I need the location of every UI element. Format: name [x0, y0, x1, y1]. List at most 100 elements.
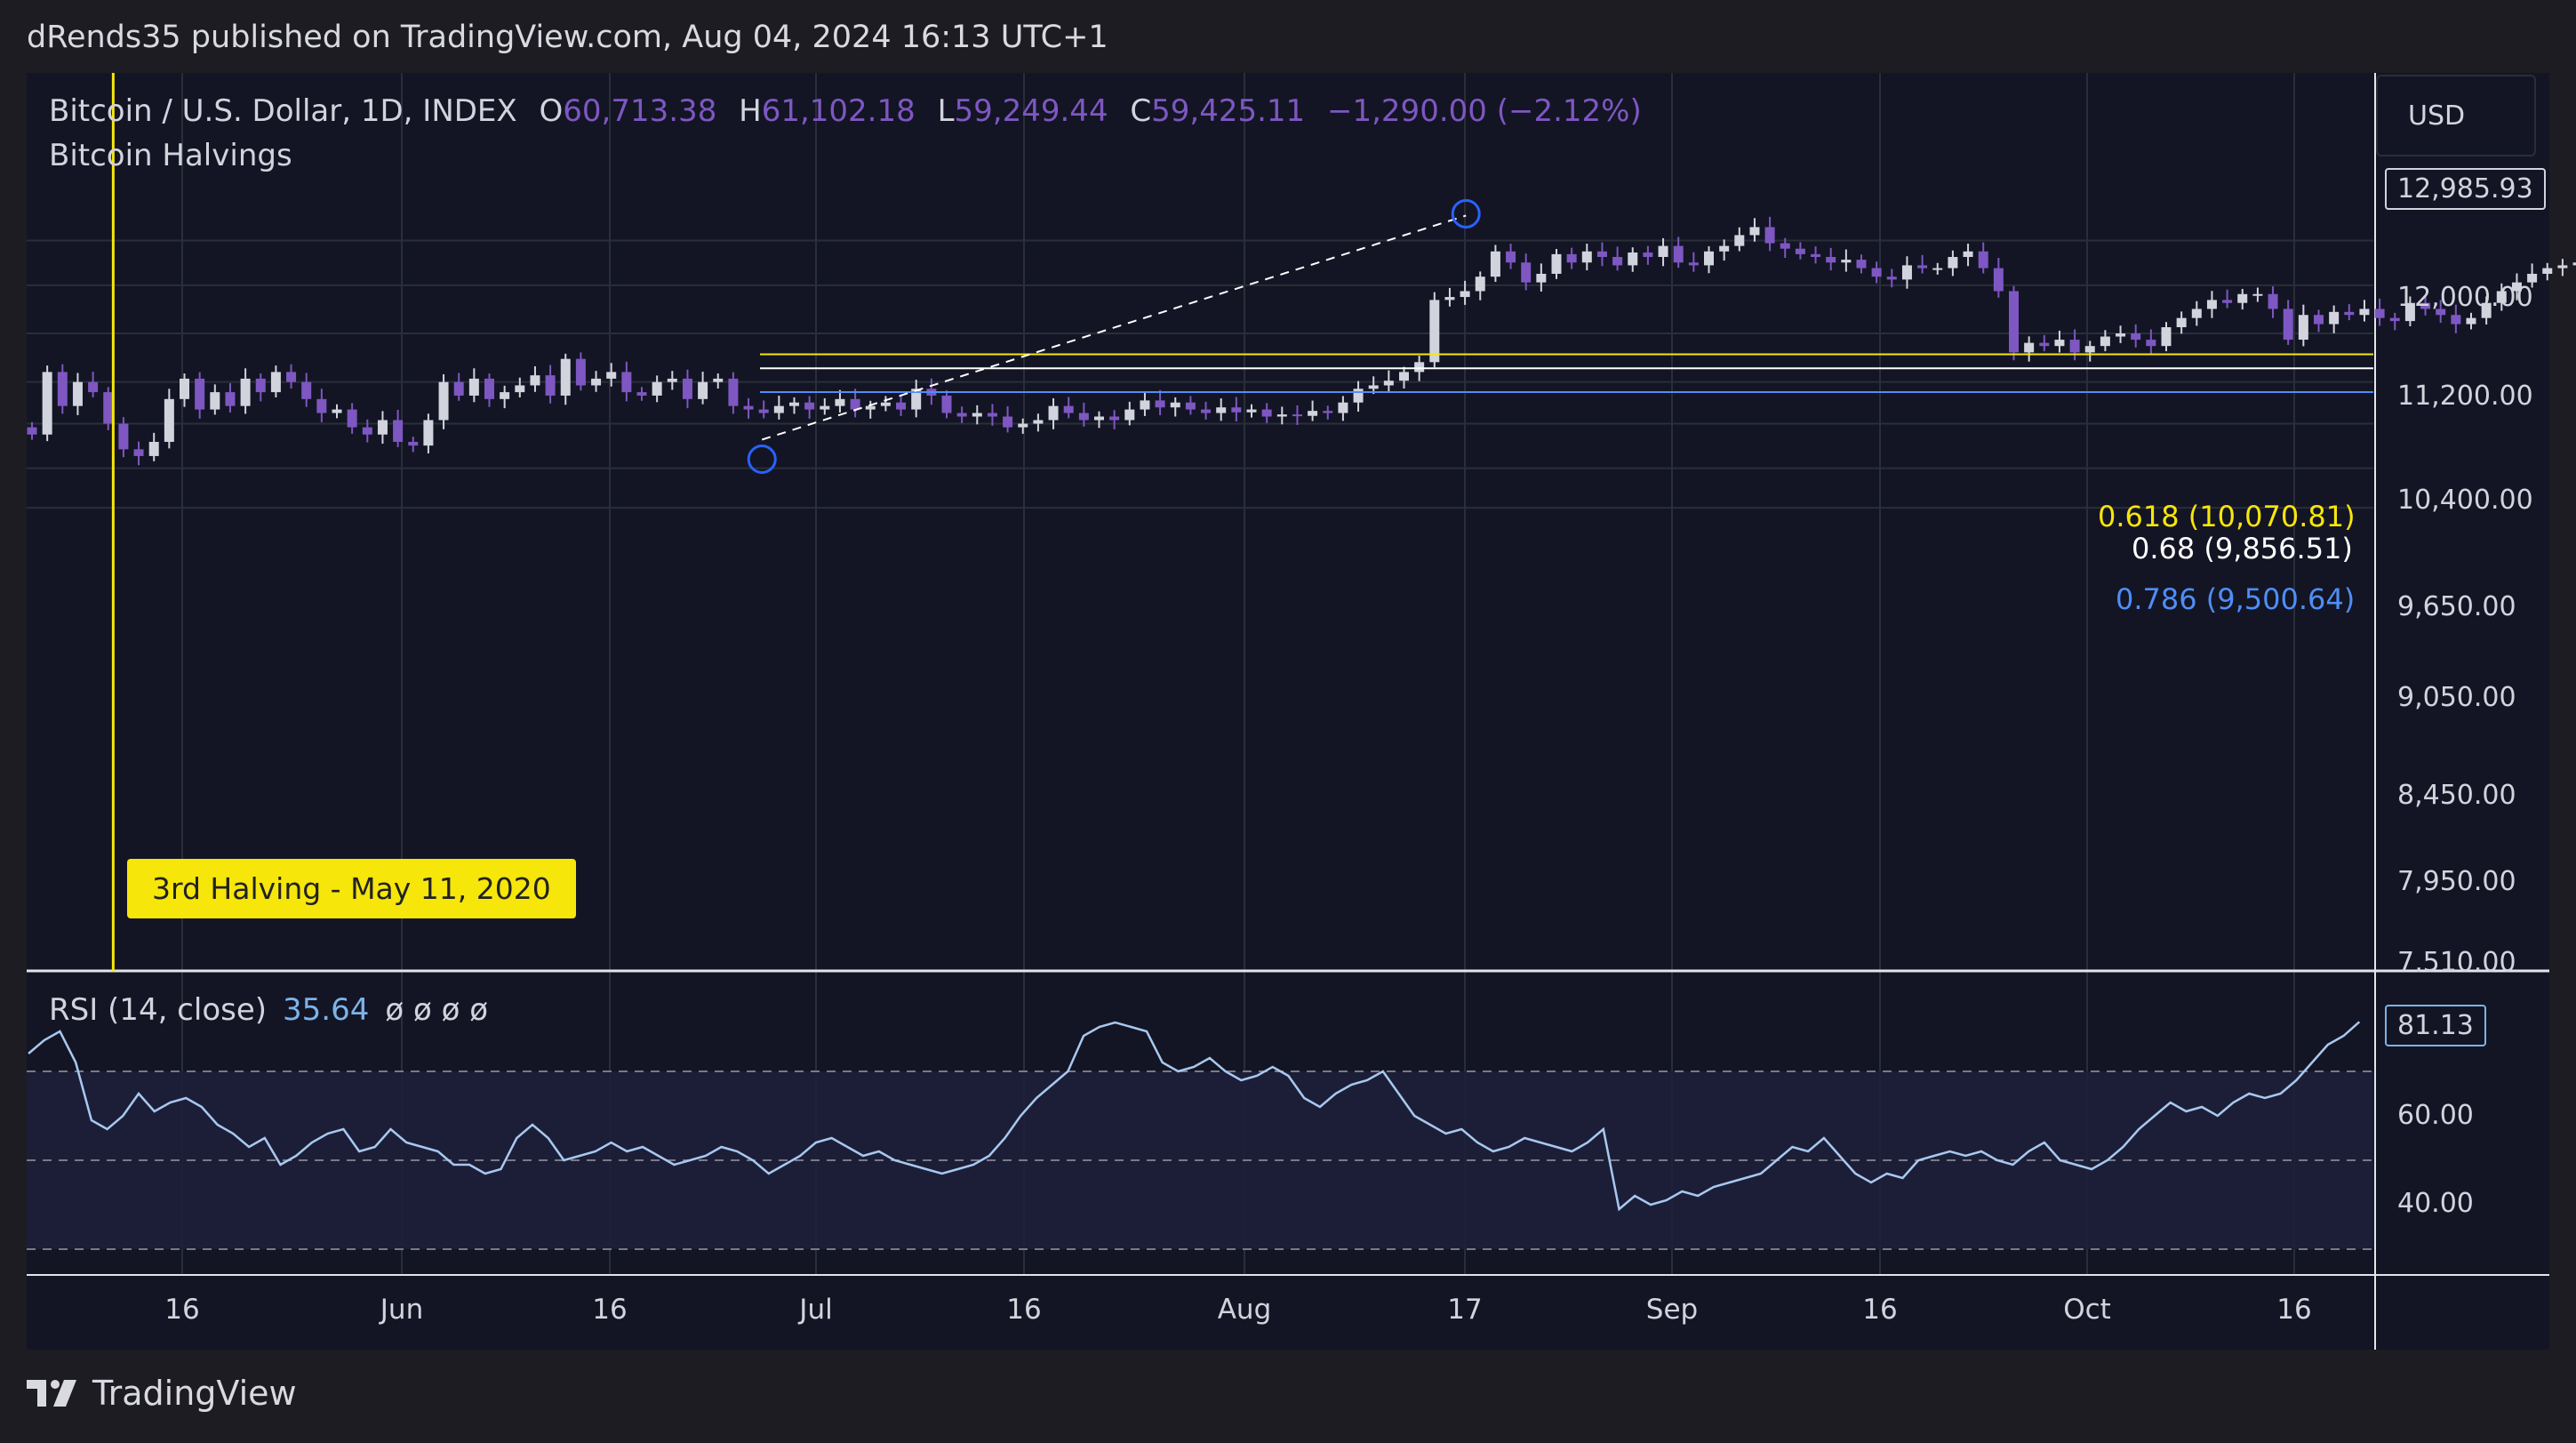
candle-body	[2374, 309, 2385, 318]
candle-body	[1596, 251, 1607, 257]
candle-body	[2511, 282, 2522, 292]
candle-body	[1948, 256, 1958, 269]
candle-body	[591, 378, 602, 386]
candle-body	[1704, 251, 1714, 266]
open-label: O	[539, 93, 564, 129]
rsi-nulls: ø ø ø ø	[385, 992, 489, 1028]
candle-body	[2466, 317, 2476, 325]
candle-body	[438, 381, 449, 421]
candle-body	[850, 398, 860, 410]
candle-body	[133, 449, 144, 456]
candle-body	[180, 378, 189, 399]
candle-body	[255, 378, 266, 393]
rsi-label: RSI (14, close)	[49, 992, 268, 1028]
candle-body	[1033, 420, 1044, 424]
candle-body	[1658, 245, 1668, 257]
candle-body	[2069, 340, 2080, 353]
tradingview-logo-icon	[27, 1380, 76, 1407]
candle-body	[1170, 402, 1180, 408]
candle-body	[530, 375, 540, 386]
close-value: 59,425.11	[1151, 93, 1306, 129]
price-tick: 7,950.00	[2397, 866, 2516, 897]
candle-body	[667, 378, 677, 382]
time-tick: Jun	[380, 1294, 424, 1326]
candle-body	[575, 358, 586, 386]
candle-body	[1185, 402, 1196, 410]
candle-body	[2389, 317, 2400, 322]
candle-body	[468, 378, 479, 396]
candle-body	[636, 392, 647, 396]
candle-body	[332, 409, 342, 413]
candle-body	[682, 378, 692, 399]
candle-body	[1109, 416, 1120, 421]
candle-body	[1917, 265, 1928, 269]
last-price-badge: 12,985.93	[2385, 168, 2546, 210]
candle-body	[1795, 248, 1805, 254]
candle-body	[2009, 291, 2019, 353]
candle-body	[1308, 411, 1318, 416]
currency-selector[interactable]: USD	[2376, 75, 2536, 156]
candle-body	[758, 409, 769, 413]
candle-body	[240, 378, 251, 406]
candle-body	[1963, 251, 1973, 257]
candle-body	[835, 398, 845, 406]
candle-body	[1932, 268, 1943, 270]
candle-body	[1140, 400, 1150, 410]
candle-body	[865, 405, 876, 410]
candle-body	[57, 372, 68, 406]
time-tick: Jul	[799, 1294, 833, 1326]
candle-body	[880, 402, 891, 406]
candle-body	[225, 392, 236, 406]
candle-body	[515, 385, 525, 393]
indicator-legend[interactable]: Bitcoin Halvings	[49, 138, 292, 173]
candle-body	[2481, 302, 2492, 318]
high-value: 61,102.18	[761, 93, 916, 129]
candle-body	[1871, 268, 1882, 277]
time-tick: Sep	[1645, 1294, 1699, 1326]
candle-body	[2161, 327, 2172, 347]
candle-body	[1856, 260, 1867, 269]
candle-body	[1536, 273, 1547, 283]
candle-body	[545, 375, 556, 396]
price-tick: 12,000.00	[2397, 282, 2533, 313]
tradingview-logo[interactable]: TradingView	[27, 1374, 297, 1413]
candle-body	[1734, 235, 1745, 246]
candle-body	[2039, 342, 2050, 347]
candle-body	[2314, 315, 2324, 325]
low-value: 59,249.44	[954, 93, 1108, 129]
candle-body	[1581, 251, 1592, 263]
candle-body	[393, 420, 404, 442]
candle-body	[1673, 245, 1684, 263]
candle-body	[1368, 385, 1379, 389]
candle-body	[2100, 336, 2110, 347]
candle-body	[1246, 409, 1257, 413]
candle-body	[1261, 409, 1272, 417]
time-tick: 16	[1862, 1294, 1898, 1326]
candle-body	[2359, 309, 2370, 316]
candle-body	[1551, 253, 1562, 274]
rsi-legend[interactable]: RSI (14, close) 35.64 ø ø ø ø	[49, 992, 488, 1028]
price-tick: 8,450.00	[2397, 780, 2516, 811]
candle-body	[2054, 340, 2065, 347]
time-tick: 16	[164, 1294, 200, 1326]
candle-body	[1993, 268, 2004, 292]
rsi-value: 35.64	[283, 992, 370, 1028]
candle-body	[2146, 340, 2156, 347]
candle-body	[500, 392, 510, 399]
candle-body	[743, 405, 754, 410]
candle-body	[896, 402, 907, 410]
candle-body	[1628, 253, 1638, 266]
time-tick: 16	[592, 1294, 628, 1326]
candle-body	[2176, 317, 2187, 328]
candle-body	[1231, 407, 1242, 413]
candle-body	[2191, 309, 2202, 318]
candle-body	[2329, 311, 2340, 325]
low-label: L	[937, 93, 955, 129]
candle-body	[1521, 262, 1532, 283]
candle-body	[2283, 309, 2293, 341]
candle-body	[1566, 253, 1577, 263]
rsi-tick: 40.00	[2397, 1188, 2474, 1219]
candle-body	[2222, 300, 2233, 303]
symbol-legend: Bitcoin / U.S. Dollar, 1D, INDEX O60,713…	[49, 93, 1642, 129]
